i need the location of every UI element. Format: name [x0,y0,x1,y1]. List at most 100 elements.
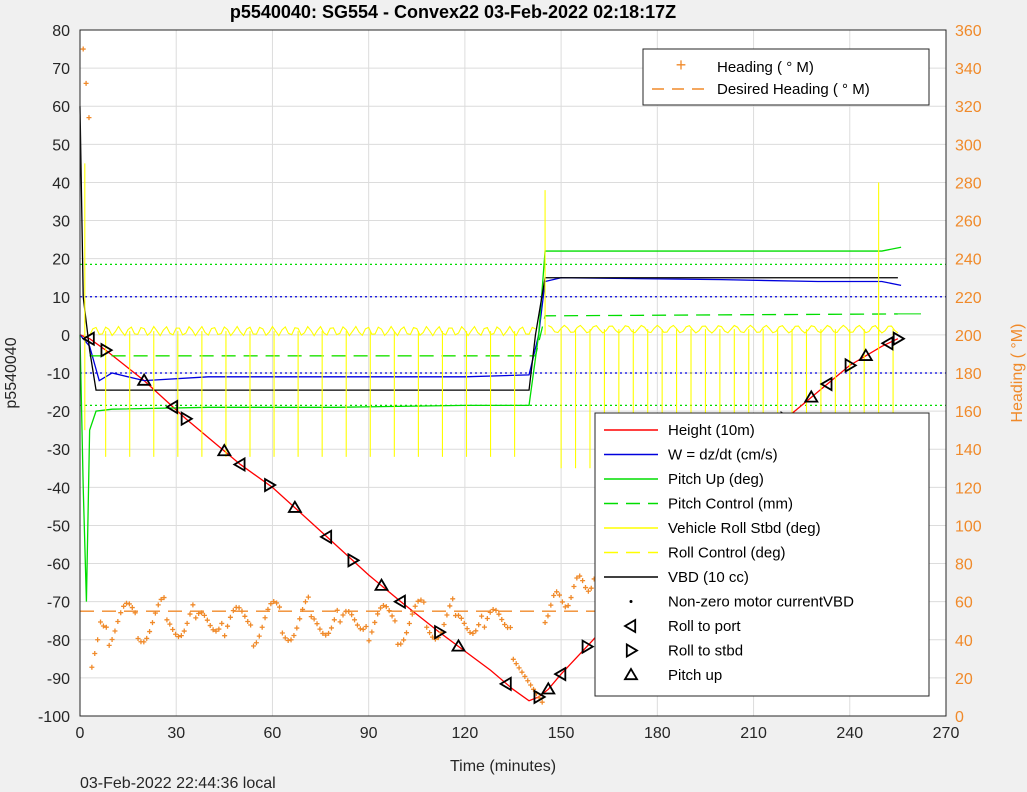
legend-label: Roll to stbd [668,643,743,660]
heading-point [95,637,101,643]
heading-point [507,625,513,631]
roll-pitch-marker [540,681,556,695]
y-tick-label: 30 [52,214,70,231]
y-tick-label: -50 [47,518,70,535]
heading-point [178,633,184,639]
heading-point [499,616,505,622]
heading-point [144,635,150,641]
y-tick-label: -20 [47,404,70,421]
heading-point [181,628,187,634]
heading-point [317,626,323,632]
heading-point [210,627,216,633]
heading-point [580,578,586,584]
heading-point [366,638,372,644]
y-tick-label-right: 40 [955,633,973,650]
heading-point [279,630,285,636]
heading-point [571,583,577,589]
heading-point [106,642,112,648]
heading-point [450,596,456,602]
heading-point [201,612,207,618]
roll-pitch-marker [434,624,448,640]
y-tick-label: 50 [52,137,70,154]
heading-point [86,115,92,121]
roll-pitch-marker [892,331,906,347]
roll-pitch-marker [165,399,179,415]
x-tick-label: 30 [167,725,185,742]
legend-swatch [623,667,639,681]
heading-point [222,633,228,639]
heading-point [227,614,233,620]
heading-point [562,604,568,610]
y-tick-label: 0 [61,328,70,345]
heading-point [219,620,225,626]
legend-label: Pitch Up (deg) [668,471,764,488]
heading-point [334,607,340,613]
heading-point [337,619,343,625]
y-tick-label-right: 0 [955,709,964,726]
legend-label: Vehicle Roll Stbd (deg) [668,520,821,537]
heading-point [190,602,196,608]
heading-point [161,595,167,601]
heading-point [582,585,588,591]
y-tick-label: 40 [52,175,70,192]
heading-point [112,628,118,634]
roll-pitch-marker [880,335,894,351]
heading-point [251,643,257,649]
y-tick-label: -60 [47,557,70,574]
x-tick-label: 150 [548,725,575,742]
y-tick-label: 20 [52,252,70,269]
legend-label: Roll Control (deg) [668,545,786,562]
heading-point [404,630,410,636]
y-tick-label: -90 [47,671,70,688]
heading-point [245,619,251,625]
heading-point [242,613,248,619]
heading-point [548,602,554,608]
y-ticks-right: 3603403203002802602402202001801601401201… [955,23,982,726]
heading-point [305,594,311,600]
heading-point [369,629,375,635]
heading-point [519,669,525,675]
heading-point [141,639,147,645]
heading-point [187,611,193,617]
legend-label: Pitch Control (mm) [668,496,793,513]
heading-marker-icon: + [676,55,687,75]
legend-label: W = dz/dt (cm/s) [668,447,778,464]
y-tick-label: -70 [47,595,70,612]
heading-point [554,589,560,595]
y-tick-label-right: 160 [955,404,982,421]
roll-pitch-marker [347,552,361,568]
legend-swatch [625,642,639,659]
x-tick-label: 120 [452,725,479,742]
x-ticks: 0 30 60 90 120 150 180 210 240 270 [76,725,960,742]
heading-point [574,575,580,581]
roll-line-dive [89,325,536,337]
heading-point [349,612,355,618]
heading-point [268,601,274,607]
heading-point [216,626,222,632]
heading-point [103,624,109,630]
heading-point [487,609,493,615]
y-tick-label-right: 100 [955,518,982,535]
axes-box [79,29,947,717]
heading-point [383,604,389,610]
heading-point [277,604,283,610]
heading-point [239,608,245,614]
roll-pitch-marker [287,499,303,513]
heading-point [516,665,522,671]
y-tick-label-right: 120 [955,480,982,497]
heading-point [389,613,395,619]
legend-label: Non-zero motor currentVBD [668,594,854,611]
heading-point [98,619,104,625]
heading-point [502,622,508,628]
heading-point [513,661,519,667]
heading-point [372,619,378,625]
heading-point [297,616,303,622]
heading-point [378,605,384,611]
heading-point [557,592,563,598]
heading-point [308,614,314,620]
roll-pitch-marker [81,331,95,347]
heading-point [271,599,277,605]
heading-point [568,595,574,601]
heading-point [83,80,89,86]
y-ticks: 80 70 60 50 40 30 20 10 0 -10 -20 -30 -40 -50 -60 -70 -8… [38,23,70,726]
